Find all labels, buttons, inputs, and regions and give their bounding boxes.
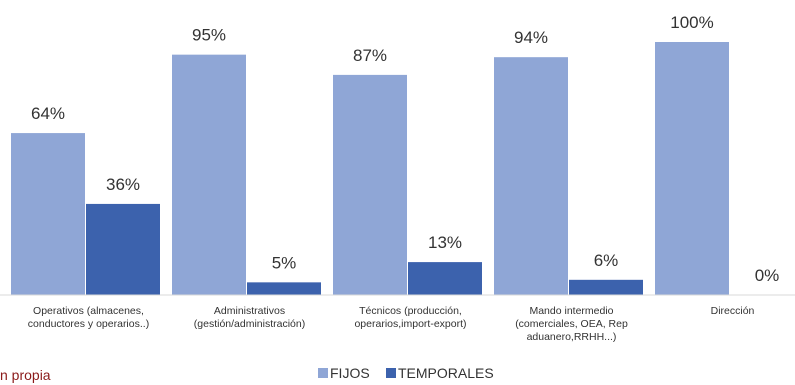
data-label-temporales-2: 13% xyxy=(428,233,462,252)
bar-fijos-3 xyxy=(494,57,568,296)
bars-layer xyxy=(11,42,729,296)
category-label-3: Mando intermedio (comerciales, OEA, Rep ad… xyxy=(515,305,628,343)
data-label-fijos-2: 87% xyxy=(353,46,387,65)
bar-fijos-2 xyxy=(333,74,407,295)
category-label-0: Operativos (almacenes, conductores y oper… xyxy=(28,305,149,330)
category-labels-layer: Operativos (almacenes, conductores y oper… xyxy=(28,305,755,343)
bar-temporales-3 xyxy=(569,279,643,295)
legend-swatch-fijos xyxy=(318,368,328,378)
category-label-1: Administrativos (gestión/administración) xyxy=(194,305,305,330)
legend-swatch-temporales xyxy=(386,368,396,378)
bar-temporales-1 xyxy=(247,282,321,295)
legend: FIJOS TEMPORALES xyxy=(318,365,494,381)
data-label-temporales-3: 6% xyxy=(594,251,619,270)
source-note: n propia xyxy=(0,367,51,383)
legend-label-fijos: FIJOS xyxy=(330,365,370,381)
data-label-temporales-1: 5% xyxy=(272,253,297,272)
data-label-fijos-1: 95% xyxy=(192,26,226,45)
bar-fijos-1 xyxy=(172,54,246,296)
bar-temporales-0 xyxy=(86,203,160,295)
data-label-fijos-4: 100% xyxy=(670,13,713,32)
category-label-4: Dirección xyxy=(711,305,755,317)
data-label-temporales-0: 36% xyxy=(106,175,140,194)
data-label-fijos-0: 64% xyxy=(31,104,65,123)
data-labels-layer: 64% 95% 87% 94% 100% 36% 5% 13% 6% 0% xyxy=(31,13,779,285)
data-label-fijos-3: 94% xyxy=(514,28,548,47)
bar-fijos-4 xyxy=(655,42,729,295)
legend-label-temporales: TEMPORALES xyxy=(398,365,494,381)
data-label-temporales-4: 0% xyxy=(755,266,780,285)
bar-temporales-2 xyxy=(408,262,482,295)
category-label-2: Técnicos (producción, operarios,import-ex… xyxy=(354,305,466,330)
bar-fijos-0 xyxy=(11,133,85,295)
